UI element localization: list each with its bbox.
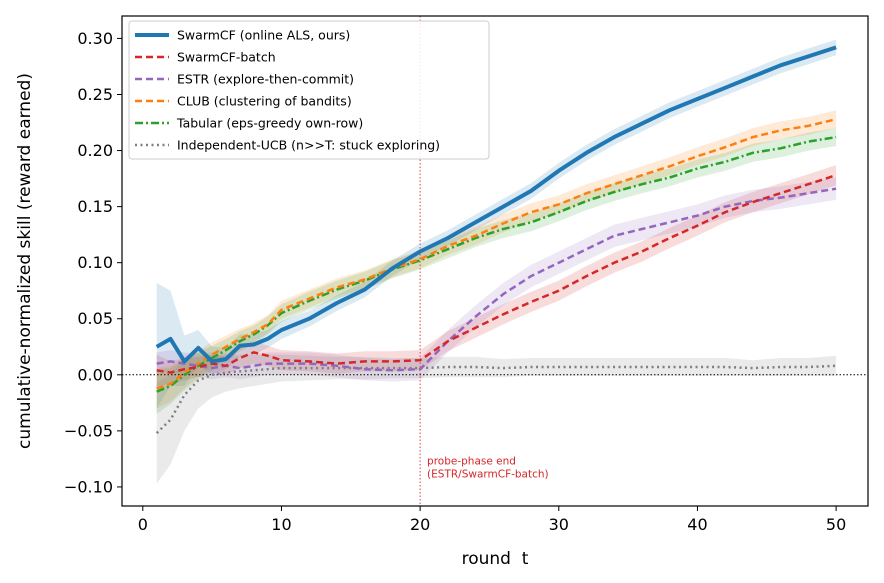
series-line-0 xyxy=(155,45,837,364)
legend-label-5: Independent-UCB (n>>T: stuck exploring) xyxy=(177,138,440,153)
x-tick-label: 20 xyxy=(410,515,430,534)
series-lines xyxy=(155,45,837,434)
x-axis-label: round t xyxy=(462,549,529,569)
annotation-line-1: (ESTR/SwarmCF-batch) xyxy=(427,469,549,481)
annotation-line-0: probe-phase end xyxy=(427,456,516,468)
series-line-4 xyxy=(156,135,837,393)
y-tick-label: 0.05 xyxy=(77,309,113,328)
x-tick-label: 40 xyxy=(687,515,707,534)
series-band-3 xyxy=(156,110,837,409)
legend-label-4: Tabular (eps-greedy own-row) xyxy=(176,116,363,131)
x-tick-label: 10 xyxy=(271,515,291,534)
series-line-3 xyxy=(156,117,837,390)
probe-phase-annotation: probe-phase end(ESTR/SwarmCF-batch) xyxy=(427,456,549,481)
y-tick-label: 0.25 xyxy=(77,85,113,104)
y-tick-label: 0.30 xyxy=(77,29,113,48)
series-line-5 xyxy=(155,364,837,434)
legend-label-1: SwarmCF-batch xyxy=(177,50,276,65)
legend-label-3: CLUB (clustering of bandits) xyxy=(177,94,352,109)
y-tick-label: −0.10 xyxy=(64,477,113,496)
plot-frame xyxy=(121,15,869,507)
series-band-1 xyxy=(156,165,837,386)
x-axis: 0 10 20 30 40 50 xyxy=(138,506,846,534)
x-tick-label: 30 xyxy=(549,515,569,534)
series-band-2 xyxy=(156,177,837,382)
series-line-1 xyxy=(156,174,837,374)
legend: SwarmCF (online ALS, ours) SwarmCF-batch E… xyxy=(128,20,490,160)
legend-label-0: SwarmCF (online ALS, ours) xyxy=(177,28,350,43)
y-tick-label: 0.00 xyxy=(77,365,113,384)
y-tick-label: 0.20 xyxy=(77,141,113,160)
legend-label-2: ESTR (explore-then-commit) xyxy=(177,72,354,87)
y-tick-label: −0.05 xyxy=(64,421,113,440)
series-band-4 xyxy=(156,128,837,415)
y-tick-label: 0.10 xyxy=(77,253,113,272)
y-axis-label: cumulative-normalized skill (reward earn… xyxy=(15,73,35,449)
legend-box xyxy=(128,20,490,160)
x-tick-label: 0 xyxy=(138,515,148,534)
series-band-0 xyxy=(156,39,837,409)
y-tick-label: 0.15 xyxy=(77,197,113,216)
y-axis: −0.10 −0.05 0.00 0.05 0.10 0.15 0.20 0.25 0.30 xyxy=(64,29,122,496)
x-tick-label: 50 xyxy=(826,515,846,534)
